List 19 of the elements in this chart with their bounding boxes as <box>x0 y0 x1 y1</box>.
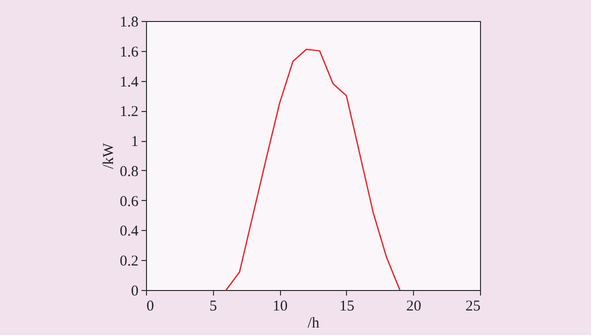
y-tick-label: 0 <box>131 284 138 300</box>
x-tick-label: 20 <box>406 298 422 314</box>
x-tick-label: 5 <box>210 298 218 314</box>
x-tick-label: 25 <box>466 298 480 314</box>
y-axis-title: /kW <box>100 142 117 169</box>
y-tick-label: 1 <box>131 134 138 150</box>
x-axis-title: /h <box>308 316 320 332</box>
x-tick-label: 0 <box>146 298 154 314</box>
y-tick-label: 1.2 <box>120 104 138 120</box>
x-tick-label: 15 <box>339 298 354 314</box>
y-tick-label: 0.4 <box>120 224 139 240</box>
y-tick-label: 1.8 <box>120 14 138 30</box>
y-tick-label: 1.6 <box>120 44 139 60</box>
y-tick-label: 0.8 <box>120 164 138 180</box>
x-tick-label: 10 <box>272 298 288 314</box>
y-tick-label: 0.6 <box>120 194 139 210</box>
y-tick-label: 1.4 <box>120 74 139 90</box>
y-tick-label: 0.2 <box>120 254 138 270</box>
line-series <box>226 48 400 291</box>
